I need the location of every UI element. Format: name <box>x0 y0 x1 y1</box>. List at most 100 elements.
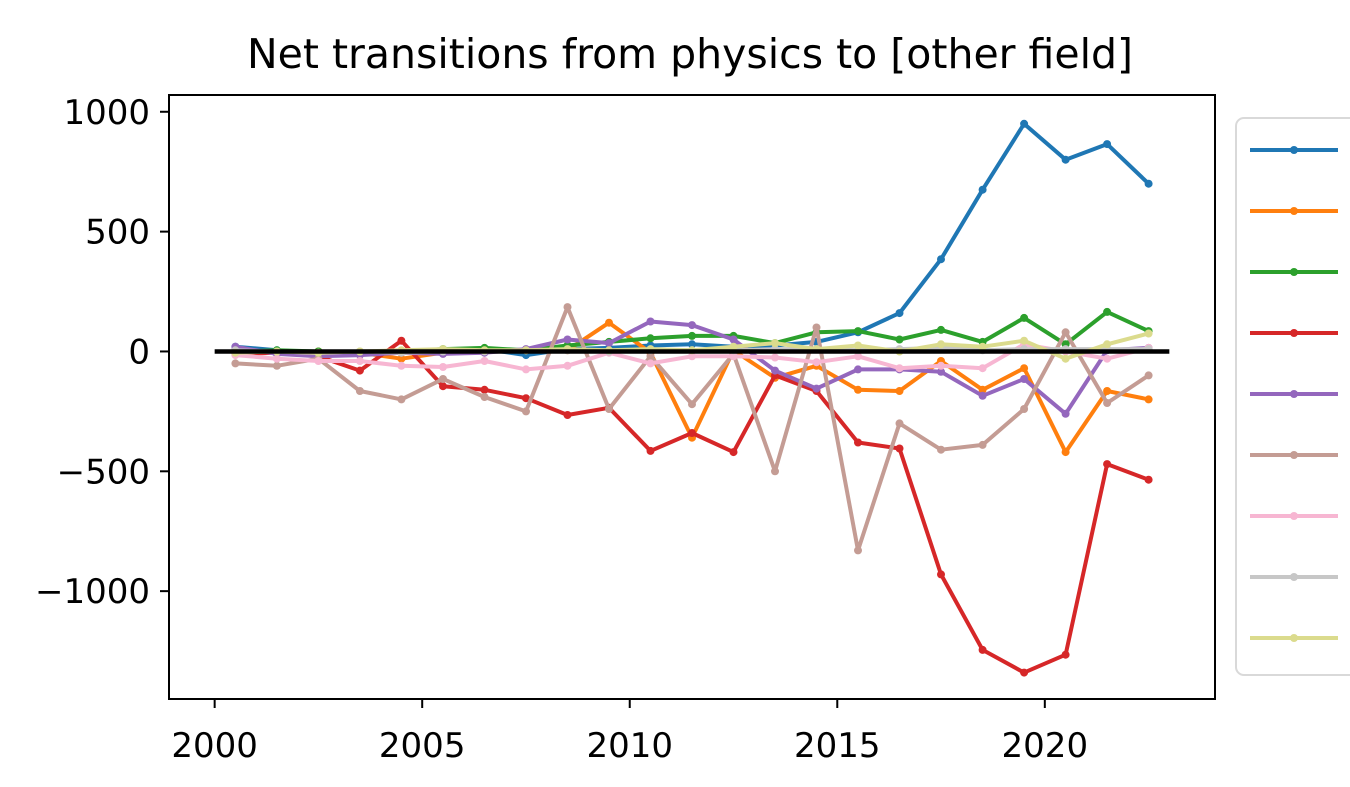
data-point <box>854 438 862 447</box>
data-point <box>978 440 987 449</box>
axes: 2000 2005 2010 2015 2020 1000 500 0 −500 −1000 <box>35 93 1216 766</box>
data-point <box>1144 179 1153 188</box>
data-point <box>314 357 323 365</box>
data-point <box>854 352 862 361</box>
data-point <box>771 353 779 362</box>
data-point <box>729 352 738 361</box>
data-point <box>522 394 530 403</box>
data-point <box>688 340 696 349</box>
data-point <box>812 384 821 393</box>
data-point <box>1103 140 1112 149</box>
data-point <box>605 405 613 413</box>
legend-entry-2 <box>1250 207 1338 215</box>
y-tick-label: 0 <box>128 332 150 372</box>
data-point <box>1061 448 1070 457</box>
data-point <box>937 361 945 370</box>
x-tick-label: 2005 <box>379 726 466 766</box>
legend <box>1235 117 1350 676</box>
data-point <box>1061 650 1070 659</box>
data-point <box>854 365 862 374</box>
data-point <box>563 411 572 419</box>
legend-marker <box>1290 634 1298 642</box>
data-point <box>812 358 821 367</box>
data-point <box>605 318 613 327</box>
data-point <box>231 359 240 368</box>
data-point <box>771 366 779 375</box>
data-point <box>397 395 406 404</box>
legend-marker <box>1290 573 1298 581</box>
y-tick-label: 500 <box>85 213 150 253</box>
data-point <box>397 361 406 370</box>
data-point <box>1144 395 1153 404</box>
data-point <box>272 354 281 363</box>
data-point <box>1144 475 1153 484</box>
x-tick-label: 2020 <box>1002 726 1089 766</box>
legend-entry-6 <box>1250 451 1338 459</box>
data-point <box>1061 328 1070 337</box>
data-point <box>895 335 904 344</box>
data-point <box>895 419 904 428</box>
data-point <box>1144 371 1153 380</box>
data-point <box>646 446 655 455</box>
data-point <box>439 375 447 383</box>
data-point <box>1103 340 1112 349</box>
data-point <box>1103 387 1112 395</box>
data-point <box>1061 354 1070 363</box>
legend-marker <box>1290 390 1298 398</box>
x-tick-label: 2010 <box>586 726 673 766</box>
data-point <box>854 385 862 394</box>
data-point <box>937 367 945 376</box>
data-point <box>1020 119 1029 128</box>
data-point <box>895 364 904 373</box>
data-point <box>480 385 489 394</box>
data-point <box>1103 307 1112 316</box>
data-point <box>1020 364 1029 373</box>
data-point <box>355 387 364 395</box>
data-point <box>895 444 904 453</box>
data-point <box>355 357 364 365</box>
legend-entry-9 <box>1250 634 1338 642</box>
legend-marker <box>1290 146 1298 154</box>
data-point <box>646 359 655 368</box>
data-point <box>439 382 447 391</box>
data-point <box>688 400 696 409</box>
data-point <box>729 335 738 344</box>
data-point <box>1020 313 1029 322</box>
data-point <box>895 387 904 395</box>
data-point <box>978 385 987 394</box>
data-point <box>1103 354 1112 363</box>
legend-entry-8 <box>1250 573 1338 581</box>
data-point <box>688 321 696 330</box>
series-line <box>235 338 1150 675</box>
data-point <box>522 407 530 416</box>
legend-entry-7 <box>1250 512 1338 520</box>
data-point <box>397 336 406 345</box>
data-point <box>563 361 572 370</box>
data-point <box>1144 329 1153 338</box>
data-point <box>1103 460 1112 469</box>
y-tick-label: 1000 <box>63 93 150 133</box>
data-point <box>646 352 655 361</box>
data-point <box>397 354 406 363</box>
legend-marker <box>1290 451 1298 459</box>
legend-entry-5 <box>1250 390 1338 398</box>
series-4 <box>231 336 1153 677</box>
data-point <box>439 363 447 371</box>
data-point <box>272 361 281 370</box>
series-6 <box>231 303 1153 555</box>
data-point <box>978 185 987 194</box>
data-point <box>1103 399 1112 407</box>
legend-entry-1 <box>1250 146 1338 154</box>
data-point <box>854 546 862 555</box>
data-point <box>605 339 613 348</box>
data-point <box>1020 336 1029 345</box>
plot-area <box>214 119 1170 677</box>
data-point <box>978 364 987 373</box>
legend-entry-3 <box>1250 268 1338 276</box>
legend-marker <box>1290 268 1298 276</box>
data-point <box>1020 405 1029 413</box>
y-tick-label: −500 <box>57 452 150 492</box>
data-point <box>480 393 489 401</box>
legend-marker <box>1290 207 1298 215</box>
